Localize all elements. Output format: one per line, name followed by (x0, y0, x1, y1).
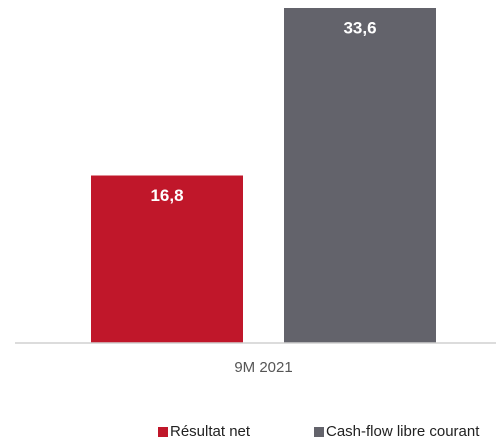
legend-swatch (314, 427, 324, 437)
legend-label: Résultat net (170, 423, 251, 440)
data-label: 33,6 (343, 18, 376, 37)
bar (284, 8, 436, 343)
legend-swatch (158, 427, 168, 437)
x-tick-label: 9M 2021 (234, 359, 292, 376)
data-label: 16,8 (150, 186, 183, 205)
legend-label: Cash-flow libre courant (326, 423, 480, 440)
bar (91, 175, 243, 343)
